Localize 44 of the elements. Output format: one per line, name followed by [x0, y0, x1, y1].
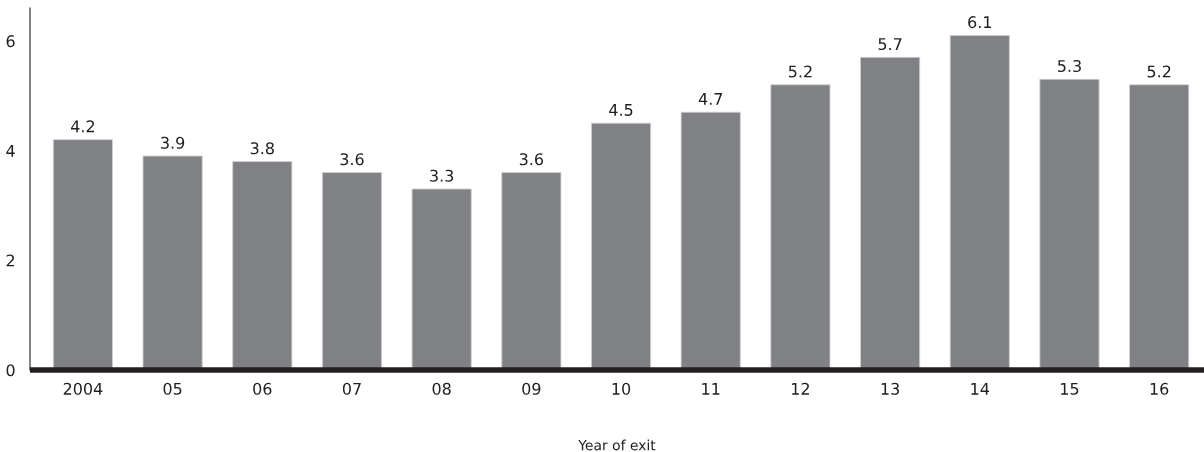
x-tick-label: 10: [612, 382, 631, 395]
bar: [1039, 78, 1100, 370]
x-tick-label: 14: [971, 382, 990, 395]
data-label: 3.6: [340, 153, 364, 166]
x-axis-title: Year of exit: [578, 439, 656, 451]
bar: [591, 122, 652, 370]
x-tick-label: 2004: [63, 382, 103, 395]
x-tick-label: 13: [881, 382, 899, 395]
bar: [52, 139, 113, 370]
y-tick-label: 4: [6, 145, 15, 157]
x-tick-label: 12: [792, 382, 809, 395]
bar: [321, 172, 382, 370]
bar: [860, 56, 921, 370]
data-label: 3.8: [250, 142, 274, 155]
y-tick-label: 2: [6, 254, 15, 267]
bar: [680, 111, 741, 370]
data-label: 5.3: [1058, 59, 1081, 73]
bar: [142, 155, 203, 370]
data-label: 3.9: [161, 136, 185, 149]
x-tick-label: 06: [253, 382, 272, 395]
data-label: 6.1: [968, 16, 992, 29]
x-tick-label: 08: [432, 382, 451, 395]
data-label: 3.3: [430, 169, 454, 182]
x-tick-label: 09: [522, 382, 541, 395]
bar: [501, 172, 562, 370]
x-tick-label: 05: [163, 382, 182, 395]
bar: [411, 188, 472, 370]
y-tick-label: 0: [6, 364, 15, 377]
x-tick-label: 15: [1061, 382, 1079, 395]
data-label: 3.6: [519, 153, 544, 166]
data-label: 5.2: [788, 65, 812, 78]
data-label: 5.7: [878, 38, 902, 51]
bar: [232, 161, 293, 370]
bar: [770, 84, 831, 370]
data-label: 4.5: [609, 104, 633, 116]
bar: [1129, 84, 1190, 370]
x-tick-label: 07: [342, 382, 361, 395]
data-label: 5.2: [1147, 65, 1171, 78]
y-tick-label: 6: [6, 35, 15, 48]
x-tick-label: 16: [1150, 382, 1169, 395]
bar: [949, 35, 1010, 370]
data-label: 4.7: [698, 93, 723, 105]
x-tick-label: 11: [702, 382, 720, 395]
data-label: 4.2: [71, 120, 95, 133]
